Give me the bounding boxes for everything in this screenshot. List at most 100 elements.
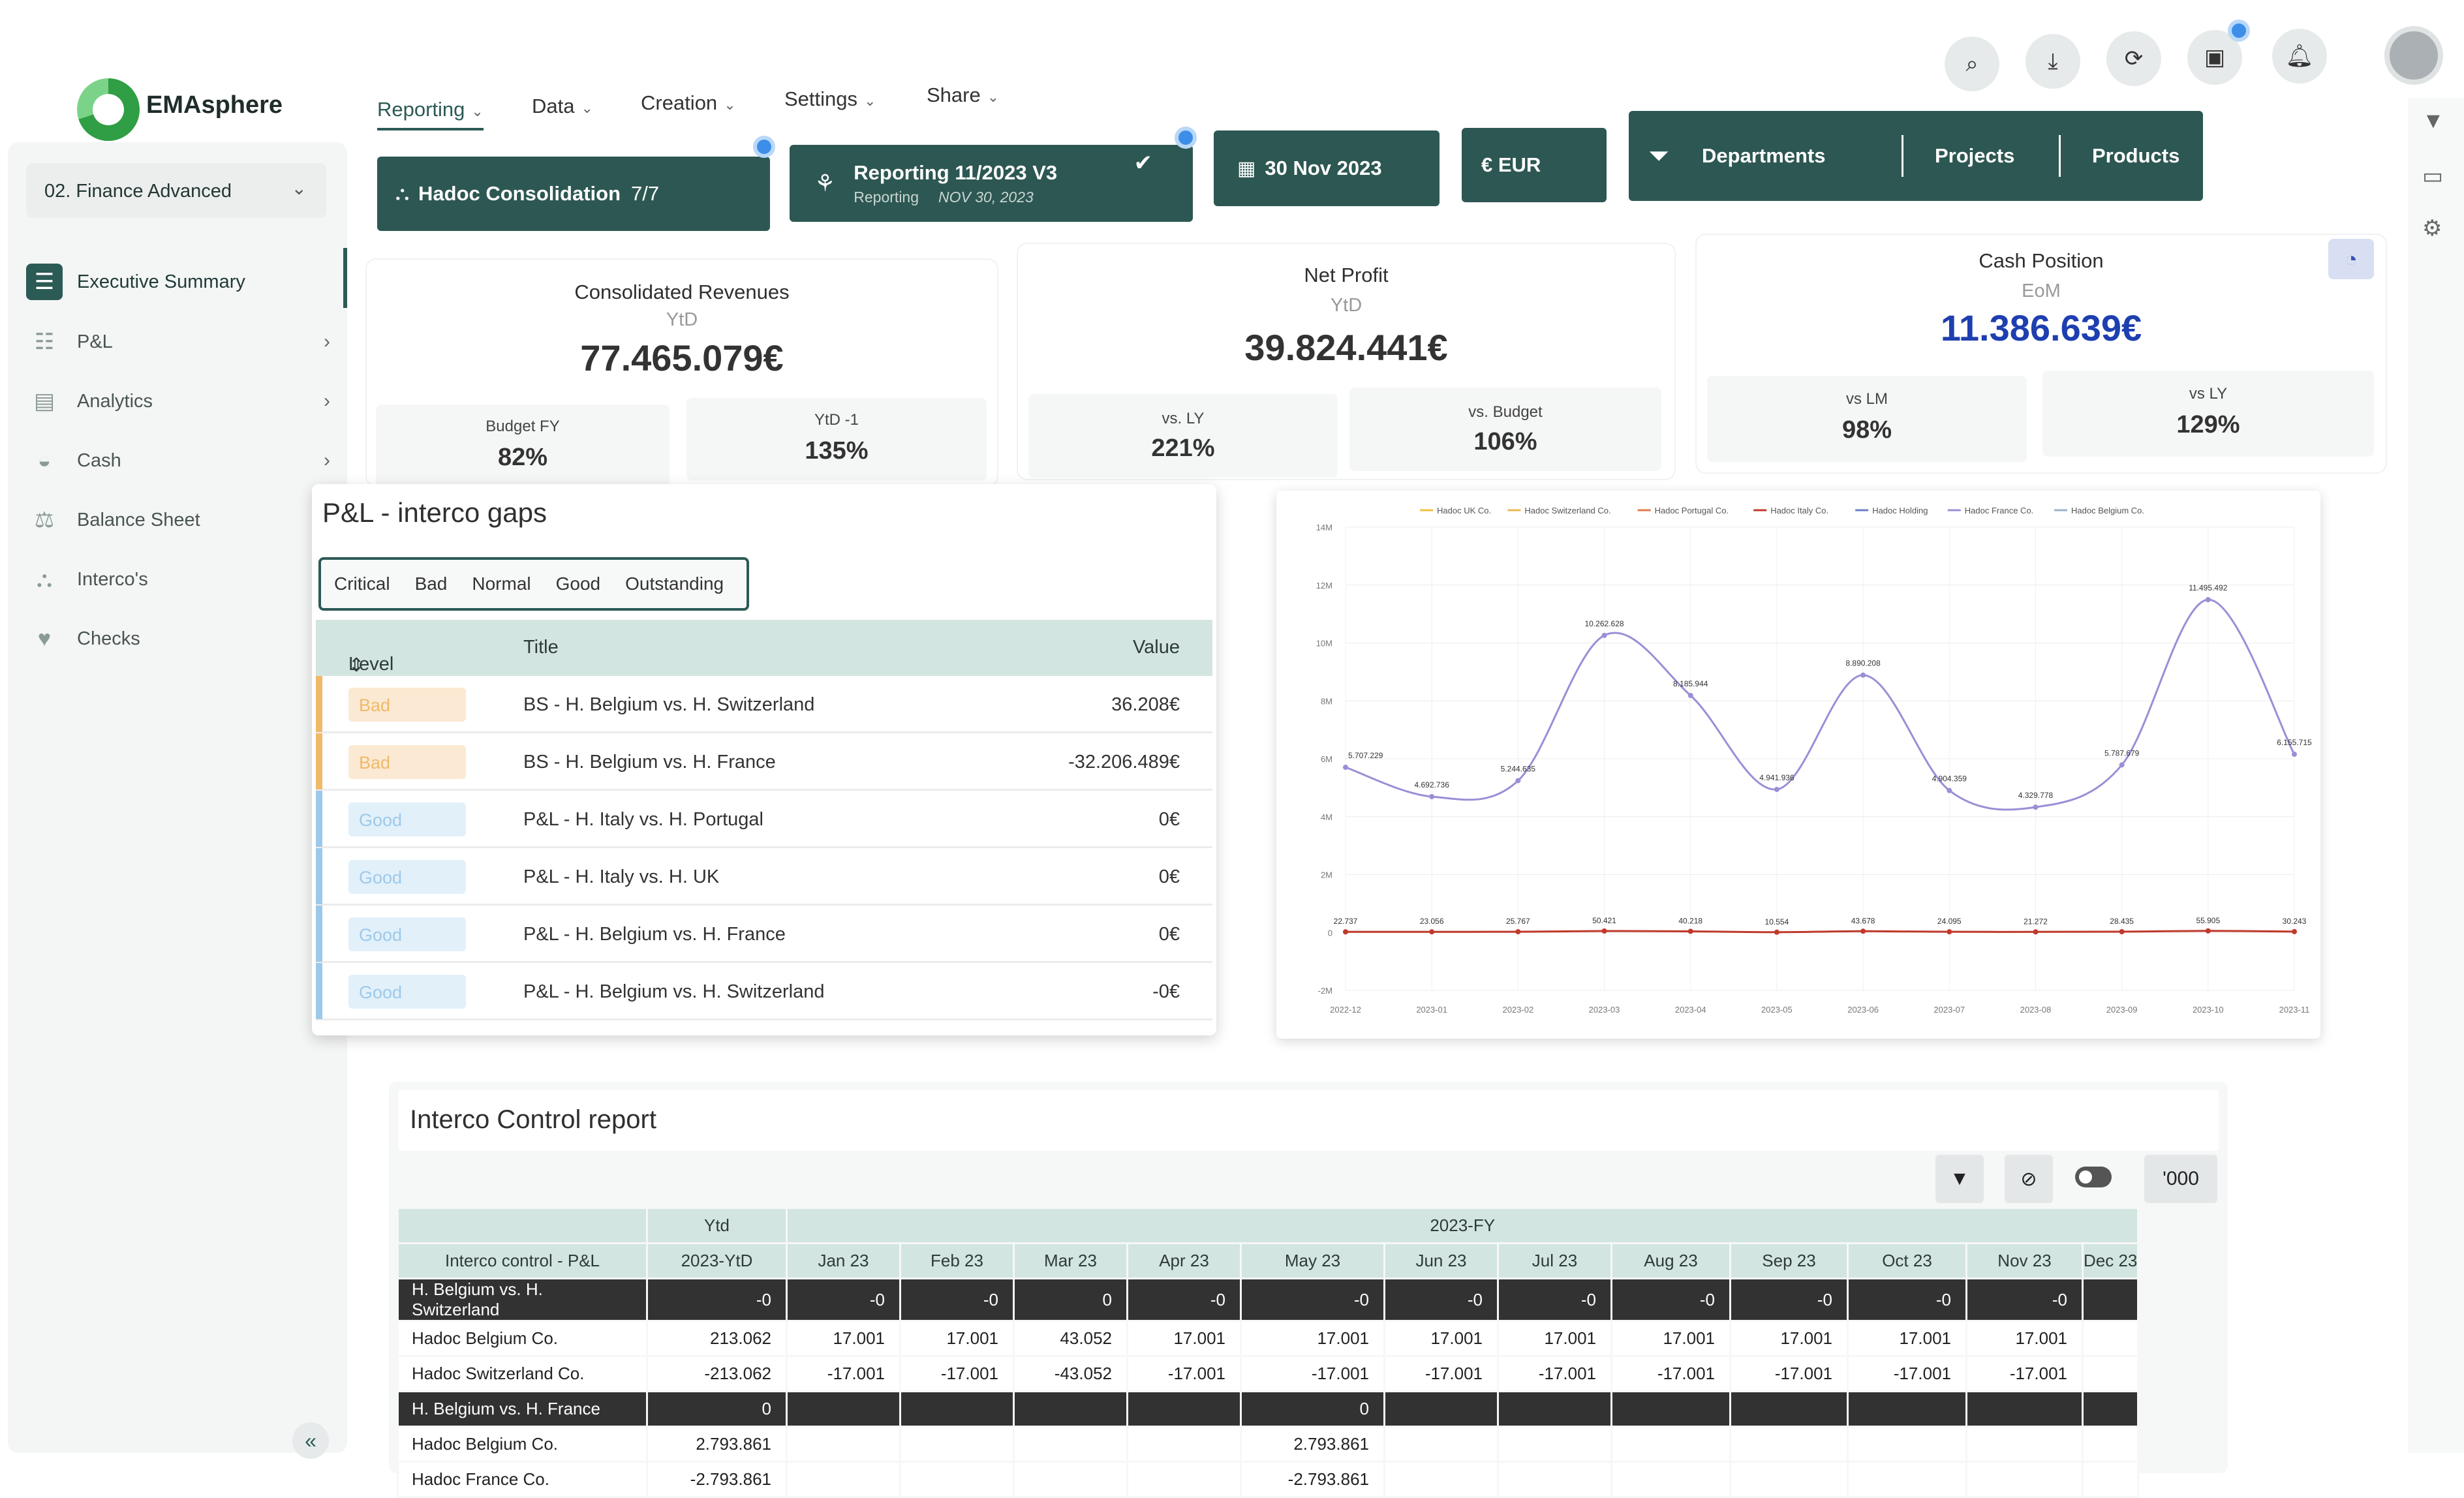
data-label: 21.272 (2024, 917, 2048, 926)
sidebar-item-cash[interactable]: ◒ Cash › (26, 437, 346, 484)
sidebar-item-executive-summary[interactable]: ☰ Executive Summary (26, 258, 346, 305)
data-point (1429, 794, 1435, 800)
x-tick-label: 2023-08 (2020, 1005, 2052, 1015)
currency-filter[interactable]: € EUR (1462, 128, 1607, 202)
gauge-icon[interactable]: ◔ (2328, 239, 2374, 279)
tab-creation[interactable]: Creation ⌄ (641, 91, 736, 115)
x-tick-label: 2023-07 (1933, 1005, 1965, 1015)
eye-off-icon: ⊘ (2020, 1168, 2037, 1190)
row-month-value (1847, 1390, 1967, 1428)
table-row[interactable]: Bad BS - H. Belgium vs. H. France -32.206.… (316, 733, 1212, 791)
hide-button[interactable]: ⊘ (2005, 1155, 2053, 1203)
y-tick-label: 6M (1321, 754, 1332, 764)
search-button[interactable]: ⌕ (1945, 37, 1999, 91)
y-tick-label: 2M (1321, 870, 1332, 880)
tab-critical[interactable]: Critical (334, 573, 390, 594)
user-avatar[interactable] (2384, 26, 2443, 85)
report-table: Ytd 2023-FY Interco control - P&L 2023-YtD J… (397, 1207, 2140, 1498)
sidebar-item-checks[interactable]: ♥ Checks (26, 615, 346, 662)
tab-reporting[interactable]: Reporting ⌄ (377, 98, 484, 130)
row-month-value (1610, 1461, 1731, 1498)
filter-button[interactable]: ▼ (1935, 1155, 1984, 1203)
thousands-label: '000 (2163, 1168, 2199, 1189)
dimension-projects[interactable]: Projects (1935, 144, 2015, 167)
workspace-select[interactable]: 02. Finance Advanced ⌄ (26, 163, 326, 218)
thousands-button[interactable]: '000 (2144, 1155, 2217, 1203)
sidebar-item-label: Executive Summary (77, 271, 245, 292)
kpi-comparison: YtD -1 135% (686, 398, 987, 480)
tab-share[interactable]: Share ⌄ (927, 84, 999, 107)
settings-gear-icon[interactable]: ⚙ (2422, 216, 2442, 241)
presentation-icon[interactable]: ▭ (2422, 164, 2444, 189)
date-filter[interactable]: ▦ 30 Nov 2023 (1214, 130, 1440, 206)
header-fy-group: 2023-FY (785, 1207, 2140, 1244)
kpi-comparison-value: 82% (497, 444, 548, 471)
sidebar-item-intercos[interactable]: ⛬ Interco's (26, 556, 346, 603)
x-tick-label: 2023-11 (2279, 1005, 2310, 1015)
tab-good[interactable]: Good (555, 573, 601, 594)
table-row[interactable]: Bad BS - H. Belgium vs. H. Switzerland 36.… (316, 676, 1212, 733)
data-label: 4.941.936 (1759, 773, 1794, 782)
sidebar-item-label: Checks (77, 628, 140, 649)
sidebar-item-analytics[interactable]: ▤ Analytics › (26, 378, 346, 425)
kpi-net-profit: Net Profit YtD 39.824.441€ vs. LY 221% v… (1018, 244, 1674, 479)
column-title: Title (523, 637, 559, 658)
heart-pulse-icon: ♥ (37, 626, 52, 651)
row-label: Hadoc Switzerland Co. (397, 1355, 648, 1392)
header-first-col: Interco control - P&L (397, 1242, 648, 1279)
table-row[interactable]: Good P&L - H. Belgium vs. H. France 0€ (316, 906, 1212, 963)
table-row[interactable]: Good P&L - H. Belgium vs. H. Switzerland -… (316, 963, 1212, 1020)
x-tick-label: 2023-10 (2193, 1005, 2224, 1015)
consolidation-filter[interactable]: ⛬ Hadoc Consolidation 7/7 (377, 157, 770, 231)
data-point (1429, 929, 1435, 935)
row-month-value: -0 (1965, 1277, 2084, 1322)
series-line (1345, 598, 2296, 811)
row-title: BS - H. Belgium vs. H. France (523, 752, 776, 772)
calendar-icon: ▦ (1237, 157, 1256, 179)
row-month-value (1013, 1426, 1128, 1463)
level-bar (316, 963, 322, 1019)
dimensions-filter[interactable]: ⏷ Departments Projects Products (1629, 111, 2203, 201)
row-month-value: -17.001 (1965, 1355, 2084, 1392)
tab-data[interactable]: Data ⌄ (532, 95, 593, 118)
tab-settings[interactable]: Settings ⌄ (784, 87, 876, 111)
table-row[interactable]: Good P&L - H. Italy vs. H. UK 0€ (316, 848, 1212, 906)
refresh-button[interactable]: ⟳ (2106, 31, 2161, 86)
data-label: 4.692.736 (1414, 780, 1449, 789)
dimension-products[interactable]: Products (2092, 144, 2180, 167)
sidebar-item-balance-sheet[interactable]: ⚖ Balance Sheet (26, 497, 346, 543)
data-label: 5.707.229 (1348, 751, 1383, 760)
right-toolbar (2408, 98, 2464, 1453)
kpi-title: Cash Position (1979, 249, 2104, 272)
dimension-departments[interactable]: Departments (1702, 144, 1826, 167)
header-row: Ytd 2023-FY (397, 1207, 2140, 1244)
chevron-down-icon: ⌄ (581, 100, 593, 116)
legend-label: Hadoc Belgium Co. (2071, 506, 2144, 515)
kpi-comparison: vs. Budget 106% (1349, 388, 1661, 471)
tab-outstanding[interactable]: Outstanding (625, 573, 724, 594)
report-title-bar: Interco Control report (398, 1090, 2219, 1151)
row-month-value (786, 1390, 901, 1428)
tab-normal[interactable]: Normal (472, 573, 531, 594)
row-month-value: -17.001 (1847, 1355, 1967, 1392)
bell-icon: 🔔︎ (2285, 44, 2314, 69)
sidebar-item-pl[interactable]: ☷ P&L › (26, 318, 346, 365)
row-month-value: 0 (1240, 1390, 1385, 1428)
table-row[interactable]: Good P&L - H. Italy vs. H. Portugal 0€ (316, 791, 1212, 848)
collapse-sidebar-button[interactable]: « (292, 1422, 329, 1459)
reporting-filter[interactable]: ⚘ Reporting 11/2023 V3 Reporting NOV 30, … (790, 145, 1193, 222)
data-label: 4.329.778 (2018, 791, 2054, 800)
row-value: -0€ (1152, 981, 1180, 1002)
row-value: 36.208€ (1111, 694, 1180, 715)
download-button[interactable]: ⤓ (2025, 34, 2080, 89)
legend-label: Hadoc UK Co. (1437, 506, 1491, 515)
row-month-value: 17.001 (1240, 1320, 1385, 1357)
row-month-value: 17.001 (899, 1320, 1015, 1357)
hierarchy-icon: ⛬ (395, 183, 409, 204)
header-month: Dec 23 (2081, 1242, 2140, 1279)
filter-icon[interactable]: ▼ (2422, 108, 2444, 133)
tab-bad[interactable]: Bad (414, 573, 448, 594)
notification-dot (2228, 20, 2250, 42)
toggle-switch[interactable] (2075, 1167, 2112, 1187)
notifications-button[interactable]: 🔔︎ (2272, 29, 2327, 84)
